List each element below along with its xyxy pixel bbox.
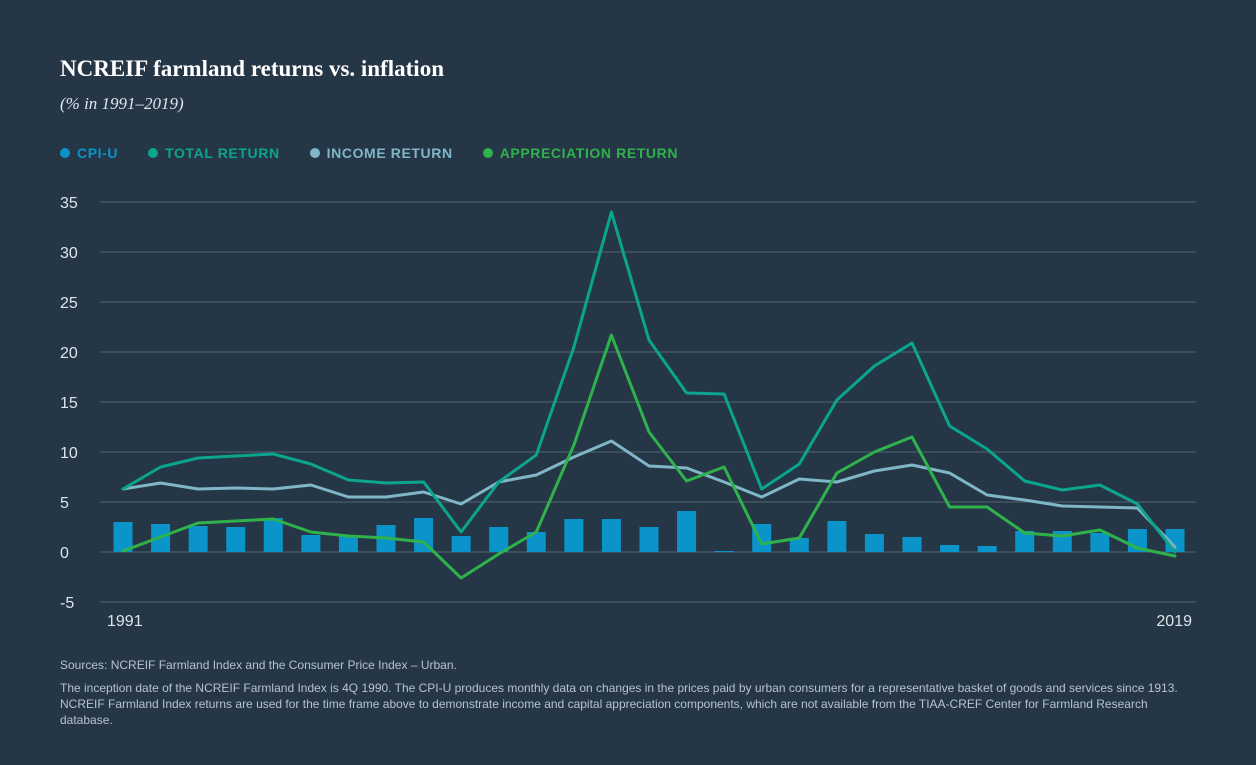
bar-cpi-2007 bbox=[714, 551, 734, 552]
bar-cpi-1997 bbox=[338, 536, 358, 552]
bar-cpi-2017 bbox=[1090, 533, 1110, 552]
legend-item-cpi: CPI-U bbox=[60, 145, 118, 161]
y-tick-label: 35 bbox=[60, 195, 78, 212]
y-tick-label: 20 bbox=[60, 345, 78, 362]
bar-cpi-2002 bbox=[526, 532, 546, 552]
chart-subtitle: (% in 1991–2019) bbox=[60, 94, 184, 113]
footnote-sources: Sources: NCREIF Farmland Index and the C… bbox=[60, 658, 457, 672]
bar-cpi-2003 bbox=[564, 519, 584, 552]
line-total-return bbox=[121, 210, 1177, 554]
legend-dot-appreciation-return bbox=[482, 148, 493, 158]
legend-label-appreciation-return: APPRECIATION RETURN bbox=[499, 145, 679, 161]
bar-cpi-1999 bbox=[414, 518, 434, 552]
line-appreciation-return bbox=[121, 333, 1177, 580]
bar-cpi-2015 bbox=[1015, 531, 1035, 552]
bar-cpi-2011 bbox=[864, 534, 884, 552]
bar-cpi-2014 bbox=[977, 546, 997, 552]
bar-cpi-2013 bbox=[940, 545, 960, 552]
y-tick-label: 25 bbox=[60, 295, 78, 312]
bar-cpi-2001 bbox=[489, 527, 509, 552]
bar-cpi-2012 bbox=[902, 537, 922, 552]
bar-cpi-2000 bbox=[451, 536, 471, 552]
y-tick-label: -5 bbox=[60, 595, 74, 612]
y-tick-label: 10 bbox=[60, 445, 78, 462]
legend: CPI-U TOTAL RETURN INCOME RETURN APPRECI… bbox=[60, 145, 678, 161]
legend-item-income-return: INCOME RETURN bbox=[309, 145, 453, 161]
bar-cpi-2004 bbox=[601, 519, 621, 552]
bar-cpi-1996 bbox=[301, 535, 321, 552]
legend-dot-total-return bbox=[148, 148, 159, 158]
bar-cpi-2005 bbox=[639, 527, 659, 552]
legend-label-income-return: INCOME RETURN bbox=[326, 145, 453, 161]
bar-cpi-1991 bbox=[113, 522, 133, 552]
y-tick-label: 0 bbox=[60, 545, 69, 562]
bar-cpi-2006 bbox=[677, 511, 697, 552]
y-tick-label: 30 bbox=[60, 245, 78, 262]
chart-title: NCREIF farmland returns vs. inflation bbox=[60, 56, 444, 81]
line-income-return bbox=[121, 439, 1177, 549]
bar-cpi-2010 bbox=[827, 521, 847, 552]
legend-item-total-return: TOTAL RETURN bbox=[148, 145, 280, 161]
bar-cpi-1993 bbox=[188, 526, 208, 552]
y-tick-label: 5 bbox=[60, 495, 69, 512]
x-label-end: 2019 bbox=[1156, 613, 1192, 630]
legend-item-appreciation-return: APPRECIATION RETURN bbox=[482, 145, 679, 161]
legend-label-total-return: TOTAL RETURN bbox=[165, 145, 280, 161]
bar-cpi-2009 bbox=[789, 538, 809, 552]
x-label-start: 1991 bbox=[107, 613, 143, 630]
footnote-note: The inception date of the NCREIF Farmlan… bbox=[60, 681, 1178, 727]
bar-cpi-1994 bbox=[226, 527, 246, 552]
chart-plot: 35 30 25 20 15 10 5 0 -5 1991 2019 bbox=[60, 195, 1196, 630]
legend-label-cpi: CPI-U bbox=[77, 145, 119, 161]
y-tick-label: 15 bbox=[60, 395, 78, 412]
legend-dot-cpi bbox=[60, 148, 70, 158]
bar-cpi-1995 bbox=[263, 518, 283, 552]
legend-dot-income-return bbox=[309, 148, 320, 158]
